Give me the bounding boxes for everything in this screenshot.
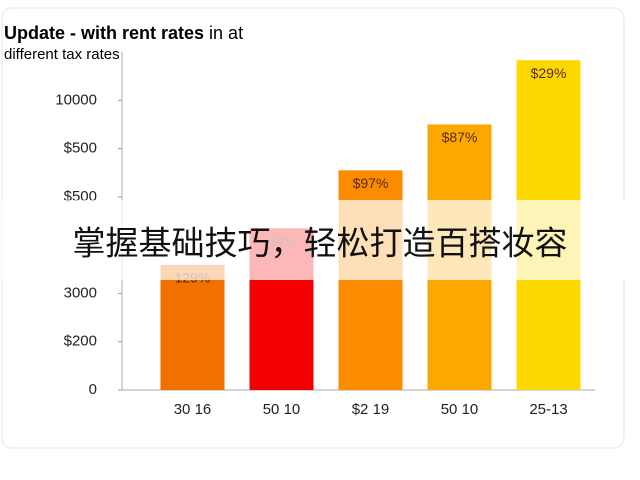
x-tick-label: $2 19 — [352, 401, 390, 418]
bar-annotation: $97% — [353, 175, 389, 191]
title-main: Update - with rent rates — [4, 23, 204, 43]
y-tick-label: $500 — [64, 140, 97, 157]
banner-text: 掌握基础技巧，轻松打造百搭妆容 — [73, 225, 568, 262]
chart-subtitle: different tax rates — [4, 46, 120, 63]
bar — [160, 264, 225, 390]
x-tick-label: 50 10 — [263, 401, 301, 418]
y-tick-label: 0 — [89, 381, 97, 398]
chart-title: Update - with rent rates in at — [4, 23, 243, 43]
y-tick-label: $200 — [64, 333, 97, 350]
banner-bg — [0, 200, 640, 280]
title-suffix: in at — [209, 23, 243, 43]
y-tick-label: 10000 — [55, 91, 97, 108]
bar-annotation: $29% — [531, 65, 567, 81]
x-tick-label: 30 16 — [174, 401, 212, 418]
x-tick-label: 25-13 — [529, 401, 567, 418]
x-tick-label: 50 10 — [441, 401, 479, 418]
y-tick-label: 3000 — [64, 284, 97, 301]
bar-annotation: $87% — [442, 129, 478, 145]
